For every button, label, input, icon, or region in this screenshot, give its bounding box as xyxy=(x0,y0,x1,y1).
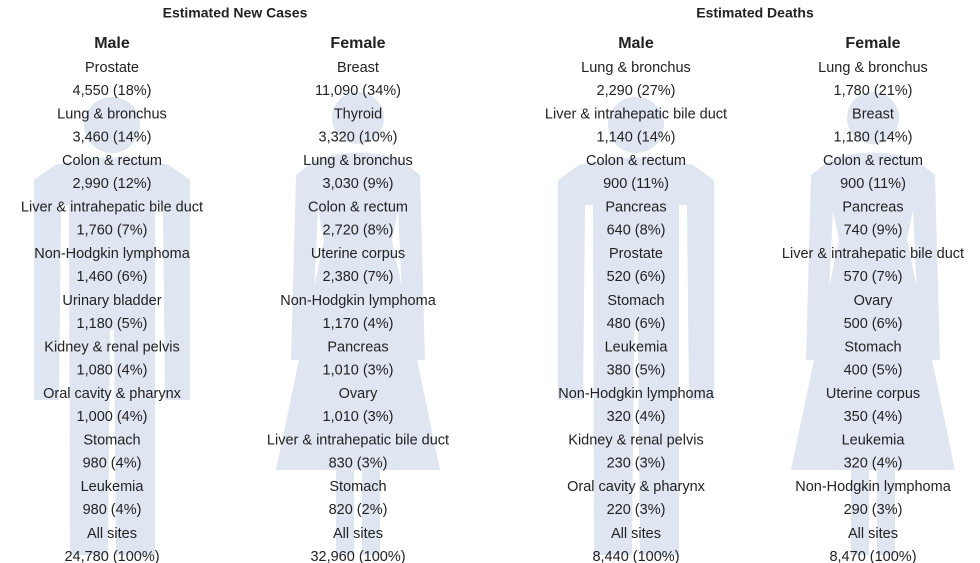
site-stat: 3,320 (10%) xyxy=(319,129,398,145)
site-name: Stomach xyxy=(607,293,664,309)
site-stat: 32,960 (100%) xyxy=(310,549,405,563)
site-name: Colon & rectum xyxy=(586,153,686,169)
site-stat: 350 (4%) xyxy=(844,409,903,425)
site-stat: 1,460 (6%) xyxy=(77,269,148,285)
site-stat: 11,090 (34%) xyxy=(315,83,401,99)
site-name: All sites xyxy=(611,526,661,542)
site-name: Breast xyxy=(337,60,379,76)
site-name: Pancreas xyxy=(842,200,903,216)
site-name: Leukemia xyxy=(81,479,145,495)
site-stat: 520 (6%) xyxy=(607,269,666,285)
column-title: Female xyxy=(845,35,900,52)
site-name: Non-Hodgkin lymphoma xyxy=(280,293,436,309)
site-stat: 8,470 (100%) xyxy=(829,549,916,563)
site-name: Stomach xyxy=(83,433,140,449)
site-stat: 2,290 (27%) xyxy=(597,83,676,99)
site-stat: 290 (3%) xyxy=(844,502,903,518)
site-stat: 2,990 (12%) xyxy=(73,176,152,192)
site-name: Liver & intrahepatic bile duct xyxy=(782,246,964,262)
site-name: Leukemia xyxy=(842,433,906,449)
site-stat: 1,760 (7%) xyxy=(77,223,148,239)
site-name: Lung & bronchus xyxy=(57,106,167,122)
site-name: Prostate xyxy=(609,246,663,262)
site-stat: 900 (11%) xyxy=(840,176,906,192)
site-name: Lung & bronchus xyxy=(303,153,413,169)
site-name: Non-Hodgkin lymphoma xyxy=(795,479,951,495)
site-name: Uterine corpus xyxy=(826,386,920,402)
site-name: Oral cavity & pharynx xyxy=(567,479,706,495)
site-stat: 400 (5%) xyxy=(844,362,903,378)
site-name: Lung & bronchus xyxy=(581,60,691,76)
site-name: Ovary xyxy=(854,293,893,309)
site-stat: 4,550 (18%) xyxy=(73,83,152,99)
panel-title: Estimated New Cases xyxy=(163,5,308,21)
column-title: Male xyxy=(94,35,130,52)
site-name: Prostate xyxy=(85,60,139,76)
site-stat: 570 (7%) xyxy=(844,269,903,285)
column-title: Male xyxy=(618,35,654,52)
site-name: Non-Hodgkin lymphoma xyxy=(558,386,714,402)
site-name: Breast xyxy=(852,106,894,122)
site-name: Uterine corpus xyxy=(311,246,405,262)
site-name: Thyroid xyxy=(334,106,382,122)
site-stat: 1,010 (3%) xyxy=(323,409,394,425)
site-stat: 1,140 (14%) xyxy=(597,129,676,145)
site-name: Liver & intrahepatic bile duct xyxy=(545,106,727,122)
site-stat: 740 (9%) xyxy=(844,223,903,239)
site-name: Colon & rectum xyxy=(308,200,408,216)
site-stat: 1,180 (5%) xyxy=(77,316,148,332)
site-name: Non-Hodgkin lymphoma xyxy=(34,246,190,262)
site-stat: 2,720 (8%) xyxy=(323,223,394,239)
site-stat: 830 (3%) xyxy=(329,456,388,472)
site-stat: 1,000 (4%) xyxy=(77,409,148,425)
site-stat: 1,080 (4%) xyxy=(77,362,148,378)
site-name: Ovary xyxy=(339,386,378,402)
panel-title: Estimated Deaths xyxy=(696,5,814,21)
column-title: Female xyxy=(330,35,385,52)
site-name: Kidney & renal pelvis xyxy=(44,339,179,355)
site-name: All sites xyxy=(848,526,898,542)
site-name: Liver & intrahepatic bile duct xyxy=(267,433,449,449)
site-stat: 480 (6%) xyxy=(607,316,666,332)
site-stat: 3,030 (9%) xyxy=(323,176,394,192)
site-stat: 1,180 (14%) xyxy=(834,129,913,145)
site-stat: 320 (4%) xyxy=(607,409,666,425)
site-stat: 230 (3%) xyxy=(607,456,666,472)
site-stat: 2,380 (7%) xyxy=(323,269,394,285)
site-stat: 820 (2%) xyxy=(329,502,388,518)
site-name: Urinary bladder xyxy=(62,293,161,309)
site-stat: 320 (4%) xyxy=(844,456,903,472)
site-stat: 980 (4%) xyxy=(83,456,142,472)
site-name: Stomach xyxy=(329,479,386,495)
site-name: All sites xyxy=(87,526,137,542)
site-stat: 3,460 (14%) xyxy=(73,129,152,145)
site-stat: 24,780 (100%) xyxy=(64,549,159,563)
site-name: Oral cavity & pharynx xyxy=(43,386,182,402)
site-stat: 1,170 (4%) xyxy=(323,316,394,332)
site-stat: 500 (6%) xyxy=(844,316,903,332)
site-name: Liver & intrahepatic bile duct xyxy=(21,200,203,216)
site-name: Stomach xyxy=(844,339,901,355)
site-stat: 1,010 (3%) xyxy=(323,362,394,378)
site-stat: 900 (11%) xyxy=(603,176,669,192)
site-stat: 380 (5%) xyxy=(607,362,666,378)
site-name: Pancreas xyxy=(327,339,388,355)
site-name: Pancreas xyxy=(605,200,666,216)
site-stat: 220 (3%) xyxy=(607,502,666,518)
site-stat: 1,780 (21%) xyxy=(834,83,913,99)
site-name: Colon & rectum xyxy=(823,153,923,169)
site-name: Kidney & renal pelvis xyxy=(568,433,703,449)
site-name: Leukemia xyxy=(605,339,669,355)
site-stat: 8,440 (100%) xyxy=(592,549,679,563)
site-name: Colon & rectum xyxy=(62,153,162,169)
site-name: Lung & bronchus xyxy=(818,60,928,76)
site-stat: 980 (4%) xyxy=(83,502,142,518)
site-stat: 640 (8%) xyxy=(607,223,666,239)
site-name: All sites xyxy=(333,526,383,542)
